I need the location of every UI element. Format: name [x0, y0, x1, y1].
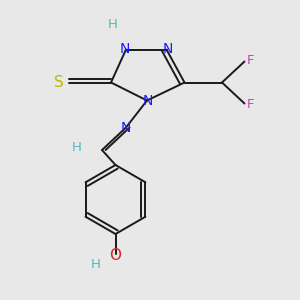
Text: F: F [247, 53, 254, 67]
Text: O: O [110, 248, 122, 263]
Text: H: H [108, 17, 117, 31]
Text: S: S [54, 75, 63, 90]
Text: N: N [121, 122, 131, 135]
Text: N: N [119, 42, 130, 56]
Text: H: H [72, 141, 81, 154]
Text: F: F [247, 98, 254, 112]
Text: N: N [142, 94, 153, 108]
Text: H: H [91, 258, 100, 271]
Text: N: N [162, 42, 172, 56]
